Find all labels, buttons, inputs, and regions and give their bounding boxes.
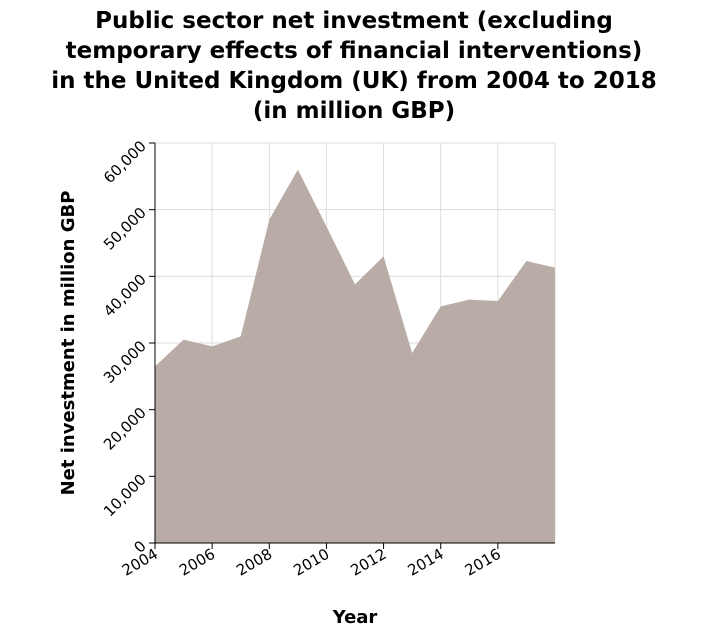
chart-title-line-3: in the United Kingdom (UK) from 2004 to … [51,68,657,94]
chart-title: Public sector net investment (excluding … [0,6,708,126]
y-tick-label: 40,000 [100,270,150,320]
chart-title-line-1: Public sector net investment (excluding [95,8,613,34]
y-tick-label: 10,000 [100,470,150,520]
x-axis-ticks: 2004 2006 2008 2010 2012 2014 2016 [119,543,504,580]
area-series [155,169,555,543]
x-tick-label: 2012 [348,545,390,580]
chart-title-line-4: (in million GBP) [252,98,456,124]
y-tick-label: 20,000 [100,404,150,454]
x-tick-label: 2016 [462,545,504,580]
y-axis-title: Net investment in million GBP [58,191,79,496]
x-tick-label: 2010 [290,545,332,580]
x-tick-label: 2006 [176,545,218,580]
y-tick-label: 50,000 [100,204,150,254]
y-tick-label: 60,000 [100,137,150,187]
x-tick-label: 2008 [233,545,275,580]
x-tick-label: 2014 [405,545,447,580]
x-axis-title: Year [332,607,378,628]
y-tick-label: 30,000 [100,337,150,387]
chart-title-line-2: temporary effects of financial intervent… [65,38,643,64]
